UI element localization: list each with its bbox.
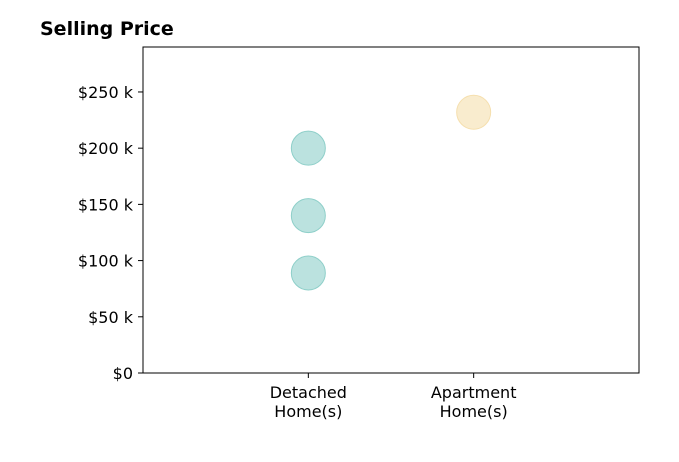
- chart-title: Selling Price: [40, 18, 174, 40]
- data-point: [290, 198, 326, 234]
- plot-frame: [142, 46, 640, 374]
- y-tick-label: $50 k: [88, 308, 134, 327]
- data-points: [290, 94, 492, 291]
- x-tick-label: Apartment Home(s): [431, 383, 517, 421]
- y-axis: $0 $50 k $100 k $150 k $200 k $250 k: [78, 83, 143, 383]
- data-point: [456, 94, 492, 130]
- y-tick-label: $100 k: [78, 252, 134, 271]
- y-tick-label: $150 k: [78, 195, 134, 214]
- x-axis: Detached Home(s) Apartment Home(s): [270, 373, 517, 421]
- y-tick-label: $200 k: [78, 139, 134, 158]
- y-tick-label: $250 k: [78, 83, 134, 102]
- y-tick-label: $0: [113, 364, 133, 383]
- data-point: [290, 130, 326, 166]
- data-point: [290, 255, 326, 291]
- x-tick-label: Detached Home(s): [270, 383, 347, 421]
